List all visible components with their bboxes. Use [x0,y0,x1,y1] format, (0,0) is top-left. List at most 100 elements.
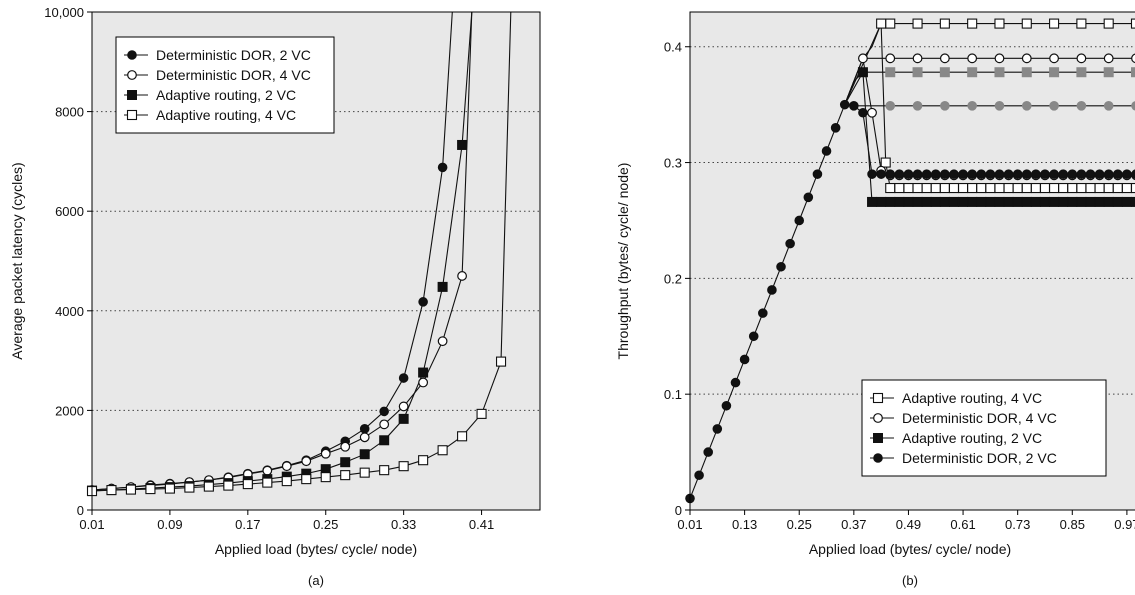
data-point-b-2 [1131,196,1135,207]
data-point-b-2 [994,196,1005,207]
data-point-b-2 [1058,196,1069,207]
ramp-point-b [721,400,732,411]
x-tick-label-a: 0.17 [235,517,260,532]
saturation-point-b [912,67,923,78]
data-point-b-3 [985,169,996,179]
data-point-b-3 [930,169,941,179]
data-point-b-2 [1121,196,1132,207]
x-tick-label-b: 0.25 [787,517,812,532]
data-point-b-3 [867,169,877,179]
data-point-b-0 [903,182,914,194]
saturation-point-b [939,18,950,29]
data-point-b-3 [903,169,914,179]
data-point-a-3 [242,479,253,490]
y-tick-label-b: 0.4 [664,40,682,55]
saturation-point-b [1049,53,1059,64]
data-point-a-1 [418,377,429,388]
x-tick-label-a: 0.25 [313,517,338,532]
x-axis-label-b: Applied load (bytes/ cycle/ node) [809,541,1011,557]
saturation-point-b [940,101,950,111]
data-point-b-0 [1121,182,1132,194]
ramp-point-b [812,169,823,179]
saturation-point-b [1076,53,1087,64]
data-point-b-0 [1130,182,1135,194]
data-point-a-3 [262,477,273,488]
x-tick-label-b: 0.73 [1005,517,1030,532]
data-point-b-3 [976,169,987,179]
saturation-point-b [1103,67,1114,78]
data-point-b-0 [1067,182,1078,194]
ramp-point-b [758,308,768,318]
panel-b: 0.01 0.13 0.25 0.37 0.49 0.61 0.73 0.85 0.97 0 0.1… [615,11,1135,588]
saturation-point-b [1021,53,1032,64]
ramp-point-b [703,447,714,457]
data-point-a-1 [281,461,292,472]
data-point-b-3 [1076,169,1087,179]
data-point-b-2 [885,196,896,207]
data-point-b-0 [1049,182,1060,194]
data-point-b-3 [849,101,859,111]
data-point-b-2 [912,196,923,207]
ramp-point-b [785,238,795,249]
saturation-point-b [885,53,896,64]
legend-label-b-2: Adaptive routing, 2 VC [902,430,1042,446]
saturation-point-b [885,67,896,78]
data-point-b-3 [876,169,886,179]
data-point-a-0 [418,297,428,307]
panel-label-b: (b) [902,573,918,588]
legend-label-a-1: Deterministic DOR, 4 VC [156,67,311,83]
data-point-a-1 [262,465,273,476]
data-point-b-3 [1003,169,1014,179]
data-point-b-2 [894,196,905,207]
data-point-a-2 [457,139,468,150]
data-point-b-3 [958,169,968,179]
legend-marker-b-3 [873,453,883,463]
y-tick-label-a: 4000 [55,304,84,319]
data-point-a-1 [437,336,448,347]
saturation-point-b [1131,67,1135,78]
data-point-a-3 [340,470,351,481]
x-tick-label-b: 0.01 [677,517,702,532]
y-axis-label-b: Throughput (bytes/ cycle/ node) [615,163,631,360]
data-point-b-3 [1058,169,1068,179]
data-point-a-3 [437,445,448,456]
data-point-a-3 [164,483,175,494]
data-point-a-2 [418,367,429,378]
ticks-a: 0.01 0.09 0.17 0.25 0.33 0.41 0 2000 4000 6000 800… [44,5,494,532]
data-point-b-2 [1030,196,1041,207]
x-tick-label-a: 0.41 [469,517,494,532]
legend-marker-a-1 [127,70,137,80]
saturation-point-b [1103,53,1114,64]
data-point-b-3 [1085,169,1096,179]
data-point-b-2 [958,196,969,207]
data-point-b-0 [985,182,996,194]
data-point-b-0 [1058,182,1069,194]
data-point-b-3 [1103,169,1114,179]
data-point-b-2 [1003,196,1014,207]
data-point-a-1 [320,448,331,459]
data-point-b-0 [1003,182,1014,194]
data-point-b-3 [1067,169,1078,179]
data-point-b-3 [1031,169,1041,179]
y-tick-label-a: 8000 [55,105,84,120]
data-point-a-3 [398,461,409,472]
data-point-b-2 [985,196,996,207]
data-point-b-3 [912,169,923,179]
legend-label-b-1: Deterministic DOR, 4 VC [902,410,1057,426]
data-point-a-3 [301,474,312,485]
ramp-point-b [767,285,777,295]
y-axis-label-a: Average packet latency (cycles) [9,162,25,359]
legend-marker-b-2 [873,433,883,443]
data-point-b-2 [1094,196,1105,207]
saturation-point-b [967,53,978,64]
data-point-a-3 [320,472,331,483]
x-tick-label-b: 0.85 [1060,517,1085,532]
saturation-point-b [885,18,896,29]
saturation-point-b [1131,101,1135,111]
legend-marker-a-2 [127,90,137,100]
ramp-point-b [712,424,723,434]
data-point-a-3 [495,356,507,367]
y-tick-label-a: 10,000 [44,5,84,20]
data-point-a-2 [398,413,409,424]
data-point-b-3 [1021,169,1032,179]
